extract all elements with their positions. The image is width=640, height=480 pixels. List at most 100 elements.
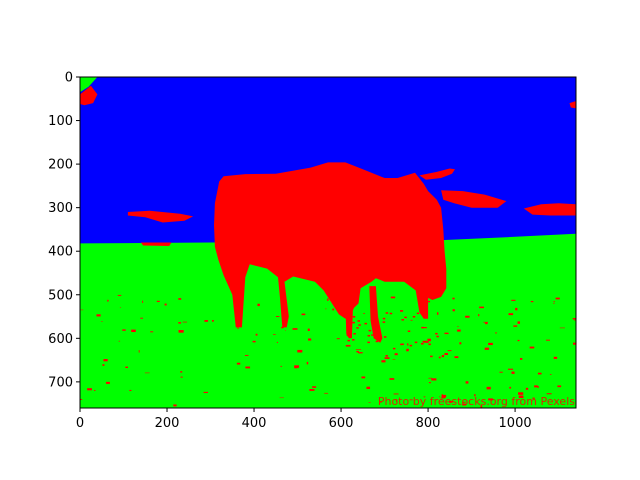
red-speckle <box>439 396 441 398</box>
red-speckle <box>345 344 351 347</box>
red-speckle <box>462 403 467 406</box>
bull-leg-0 <box>341 277 355 339</box>
red-speckle <box>435 332 438 335</box>
red-speckle <box>515 307 518 311</box>
red-speckle <box>530 300 534 303</box>
red-speckle <box>428 343 431 346</box>
red-speckle <box>400 343 403 346</box>
red-speckle <box>518 395 524 399</box>
y-tick-label: 600 <box>48 332 73 347</box>
red-patch-5 <box>569 101 576 109</box>
red-speckle <box>381 360 386 363</box>
red-speckle <box>483 321 488 323</box>
red-speckle <box>393 393 399 395</box>
red-speckle <box>572 318 576 320</box>
y-tick-label: 100 <box>48 114 73 129</box>
red-speckle <box>103 359 108 362</box>
segmentation-image: Photo by freestocks.org from Pexels <box>80 77 576 408</box>
red-speckle <box>355 349 362 350</box>
red-speckle <box>436 312 439 315</box>
red-speckle <box>474 394 476 397</box>
red-speckle <box>361 376 366 379</box>
red-speckle <box>87 388 92 391</box>
red-speckle <box>532 397 535 399</box>
red-speckle <box>440 397 446 399</box>
red-speckle <box>525 387 529 390</box>
red-speckle <box>96 314 101 317</box>
bull-horn-segment <box>419 168 455 180</box>
red-speckle <box>144 372 150 374</box>
red-speckle <box>94 389 96 391</box>
red-speckle <box>237 327 239 329</box>
red-speckle <box>245 366 251 369</box>
red-patch-4 <box>80 85 98 106</box>
red-speckle <box>352 316 356 318</box>
red-speckle <box>140 317 144 319</box>
red-speckle <box>486 386 491 390</box>
red-speckle <box>357 320 360 322</box>
red-speckle <box>426 341 429 343</box>
red-speckle <box>312 386 317 388</box>
red-speckle <box>488 342 493 346</box>
red-speckle <box>389 378 395 380</box>
red-speckle <box>380 401 382 403</box>
x-tick-label: 1000 <box>499 416 532 431</box>
red-speckle <box>244 354 249 356</box>
red-speckle <box>478 314 480 317</box>
red-speckle <box>404 316 407 319</box>
red-speckle <box>384 357 390 359</box>
red-speckle <box>125 366 128 369</box>
red-speckle <box>441 394 443 396</box>
y-tick-label: 400 <box>48 245 73 260</box>
red-speckle <box>409 399 413 401</box>
red-speckle <box>488 398 493 401</box>
red-speckle <box>465 381 469 384</box>
red-speckle <box>519 358 523 360</box>
red-speckle <box>438 356 441 359</box>
red-speckle <box>138 350 140 353</box>
red-speckle <box>178 322 182 324</box>
red-speckle <box>484 347 490 350</box>
red-speckle <box>546 393 552 395</box>
red-speckle <box>400 310 404 312</box>
red-patch-3 <box>441 190 507 208</box>
red-speckle <box>358 352 363 354</box>
red-speckle <box>457 325 459 327</box>
red-speckle <box>164 303 167 306</box>
red-speckle <box>485 322 488 325</box>
red-speckle <box>406 348 409 351</box>
red-speckle <box>499 371 503 373</box>
red-speckle <box>118 340 121 342</box>
red-speckle <box>366 386 371 389</box>
red-speckle <box>301 313 306 316</box>
red-speckle <box>367 334 371 337</box>
red-speckle <box>385 355 388 357</box>
red-speckle <box>430 355 433 358</box>
x-tick-label: 400 <box>242 416 267 431</box>
red-speckle <box>306 361 309 365</box>
red-speckle <box>436 335 439 338</box>
red-speckle <box>371 334 374 336</box>
red-speckle <box>363 313 366 314</box>
red-speckle <box>150 331 154 333</box>
plot-frame <box>79 76 577 409</box>
red-speckle <box>383 336 387 338</box>
red-speckle <box>280 365 282 367</box>
red-speckle <box>276 341 278 343</box>
red-speckle <box>537 372 542 375</box>
red-patch-2 <box>523 203 576 216</box>
red-speckle <box>414 341 418 344</box>
red-speckle <box>325 308 327 310</box>
red-speckle <box>107 299 109 302</box>
red-speckle <box>352 339 355 341</box>
axis-ticks: 0 200 400 600 800 1000 0 100 200 300 400 500 600 700 <box>48 71 531 432</box>
red-speckle <box>409 344 413 347</box>
red-speckle <box>353 333 356 335</box>
red-speckle <box>117 294 122 296</box>
red-speckle <box>441 355 445 358</box>
red-speckle <box>294 365 300 368</box>
red-speckle <box>465 315 470 318</box>
red-speckle <box>517 321 521 324</box>
red-speckle <box>444 332 449 335</box>
